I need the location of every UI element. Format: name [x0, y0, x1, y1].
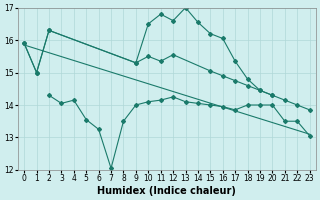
- X-axis label: Humidex (Indice chaleur): Humidex (Indice chaleur): [98, 186, 236, 196]
